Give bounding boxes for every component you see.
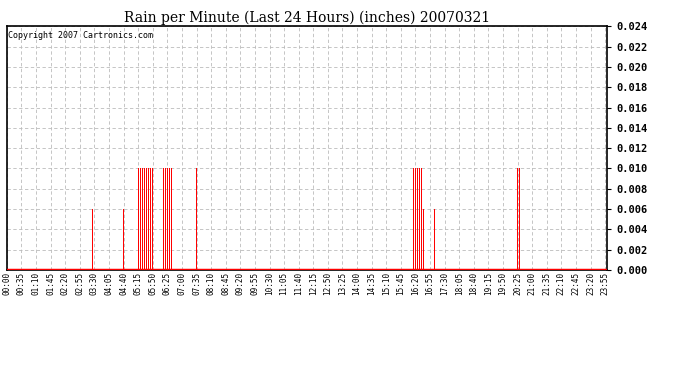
Text: Copyright 2007 Cartronics.com: Copyright 2007 Cartronics.com — [8, 31, 153, 40]
Title: Rain per Minute (Last 24 Hours) (inches) 20070321: Rain per Minute (Last 24 Hours) (inches)… — [124, 11, 490, 25]
